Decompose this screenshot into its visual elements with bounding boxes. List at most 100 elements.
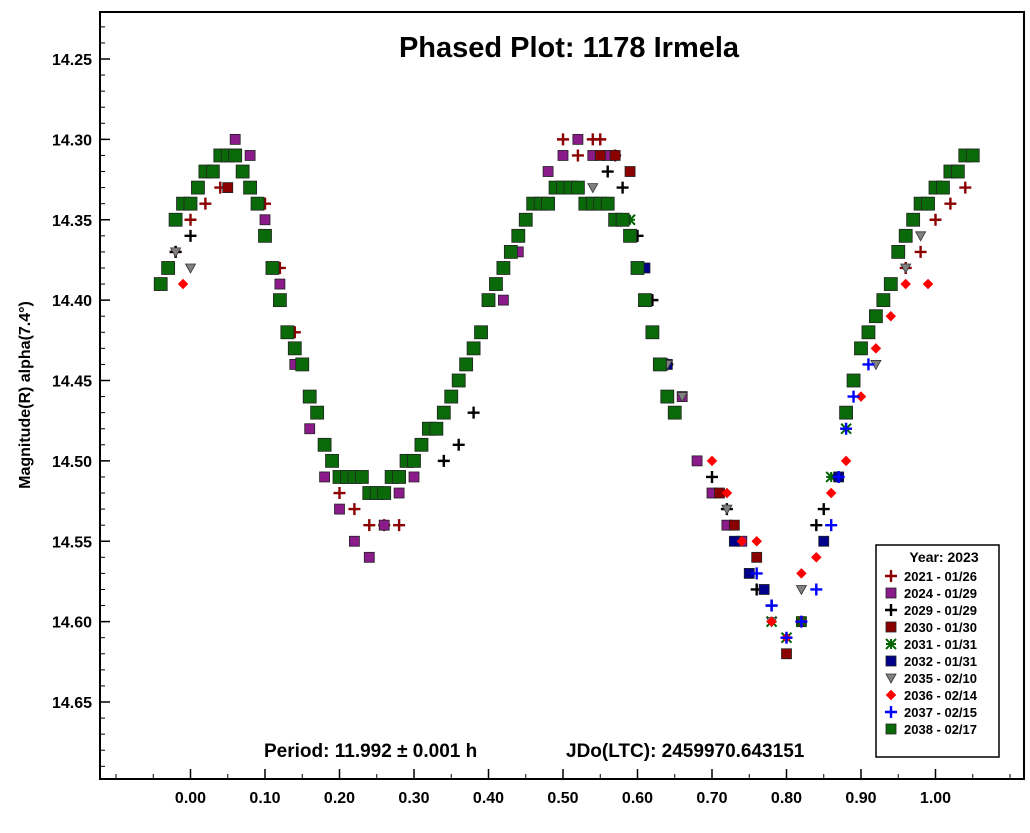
- legend-entry: 2032 - 01/31: [885, 654, 977, 669]
- data-point: [922, 278, 934, 290]
- data-point: [840, 455, 852, 467]
- data-point: [169, 247, 182, 258]
- chart-title: Phased Plot: 1178 Irmela: [399, 32, 740, 64]
- legend-label: 2030 - 01/30: [904, 620, 977, 635]
- data-point: [408, 471, 420, 483]
- data-point: [862, 358, 875, 371]
- data-point: [302, 389, 317, 404]
- data-point: [795, 585, 808, 596]
- data-point: [652, 357, 667, 372]
- data-point: [325, 453, 339, 468]
- data-point: [766, 616, 777, 627]
- data-point: [891, 244, 906, 259]
- legend-entry: 2036 - 02/14: [885, 688, 978, 703]
- y-tick-label: 14.30: [52, 132, 92, 149]
- data-point: [250, 196, 265, 211]
- y-tick-label: 14.25: [52, 52, 92, 69]
- data-point: [429, 421, 444, 436]
- legend-entry: 2029 - 01/29: [885, 603, 977, 618]
- period-annotation: Period: 11.992 ± 0.001 h: [264, 741, 477, 762]
- data-point: [959, 181, 972, 194]
- legend-entry: 2035 - 02/10: [885, 671, 977, 686]
- legend-label: 2029 - 01/29: [904, 603, 977, 618]
- legend-entry: 2038 - 02/17: [885, 722, 977, 737]
- legend-label: 2021 - 01/26: [904, 569, 977, 584]
- data-point: [630, 261, 645, 275]
- data-point: [489, 277, 503, 291]
- data-point: [243, 180, 258, 195]
- data-point: [542, 166, 554, 177]
- data-point: [855, 391, 867, 402]
- data-point: [914, 245, 927, 258]
- data-point: [706, 455, 718, 467]
- legend-label: 2037 - 02/15: [904, 705, 977, 720]
- x-tick-label: 0.60: [622, 790, 653, 807]
- data-point: [481, 293, 496, 308]
- data-point: [304, 423, 316, 435]
- data-point: [414, 437, 429, 452]
- legend: Year: 2023 2021 - 01/26 2024 - 01/29 2029 …: [875, 544, 1000, 758]
- legend-label: 2031 - 01/31: [904, 637, 977, 652]
- data-point: [393, 487, 405, 499]
- data-point: [721, 504, 733, 515]
- data-point: [363, 519, 376, 532]
- legend-marker: [885, 673, 897, 684]
- data-point: [832, 470, 845, 483]
- data-point: [818, 535, 830, 547]
- data-point: [228, 148, 243, 163]
- data-marks-layer: [153, 133, 980, 660]
- data-point: [258, 228, 272, 243]
- data-point: [795, 615, 808, 628]
- data-point: [571, 180, 585, 195]
- legend-entry: 2021 - 01/26: [885, 569, 977, 584]
- data-point: [244, 150, 256, 161]
- data-point: [363, 551, 375, 563]
- data-point: [676, 392, 688, 403]
- data-point: [377, 486, 392, 500]
- data-point: [825, 487, 837, 499]
- y-tick-label: 14.55: [52, 534, 92, 551]
- data-point: [883, 277, 898, 291]
- data-point: [900, 263, 912, 274]
- data-point: [736, 535, 748, 547]
- legend-entry: 2024 - 01/29: [885, 586, 977, 601]
- data-point: [876, 293, 891, 308]
- data-point: [921, 196, 935, 211]
- data-point: [199, 197, 212, 210]
- data-point: [184, 229, 197, 242]
- data-point: [638, 293, 652, 308]
- data-point: [317, 437, 332, 452]
- data-point: [571, 149, 584, 162]
- data-point: [751, 551, 763, 563]
- legend-marker: [885, 638, 897, 650]
- data-point: [587, 183, 599, 194]
- x-tick-label: 0.70: [696, 790, 727, 807]
- data-point: [177, 278, 189, 290]
- legend-marker: [885, 604, 897, 616]
- x-tick-label: 0.80: [771, 790, 802, 807]
- data-point: [191, 180, 205, 195]
- data-point: [229, 133, 241, 145]
- legend-entries: 2021 - 01/26 2024 - 01/29 2029 - 01/29 2030…: [885, 569, 978, 737]
- data-point: [378, 519, 390, 531]
- data-point: [965, 148, 980, 163]
- data-point: [467, 406, 480, 419]
- data-point: [280, 325, 295, 340]
- x-tick-label: 0.30: [398, 790, 429, 807]
- series-2-marks: [229, 133, 748, 563]
- legend-label: 2036 - 02/14: [904, 688, 978, 703]
- data-point: [451, 373, 466, 388]
- data-point: [272, 293, 287, 308]
- data-point: [721, 487, 733, 499]
- data-point: [235, 164, 250, 179]
- data-point: [444, 389, 459, 404]
- data-point: [750, 567, 763, 580]
- data-point: [929, 213, 942, 226]
- data-point: [616, 181, 629, 194]
- data-point: [437, 454, 450, 467]
- data-point: [184, 263, 197, 274]
- data-point: [624, 166, 636, 177]
- legend-marker: [885, 570, 897, 582]
- legend-marker: [885, 587, 897, 599]
